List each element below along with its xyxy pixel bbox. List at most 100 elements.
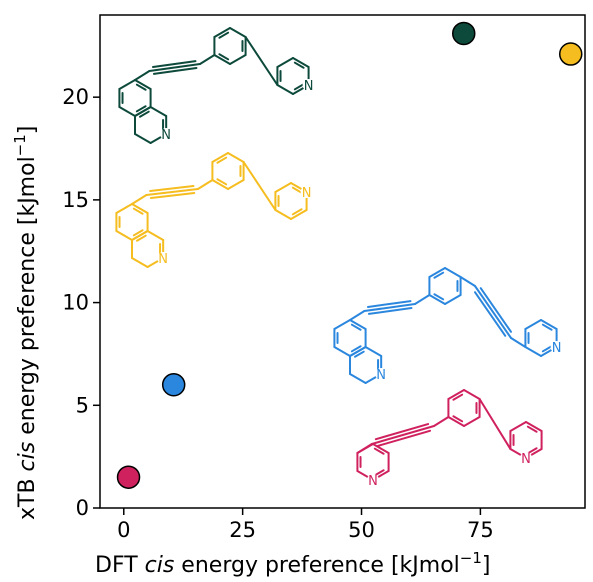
bond xyxy=(333,319,351,330)
bond xyxy=(134,106,152,117)
bond xyxy=(211,152,229,163)
bond xyxy=(463,389,481,400)
bond xyxy=(350,345,362,353)
bond xyxy=(433,416,450,427)
bond xyxy=(229,27,247,38)
bond xyxy=(364,346,383,357)
bond xyxy=(526,425,538,433)
bond xyxy=(349,346,367,357)
bond xyxy=(376,429,432,447)
bond xyxy=(447,416,465,427)
bond xyxy=(199,54,216,65)
y-tick-label: 20 xyxy=(62,85,89,109)
bond xyxy=(349,373,367,384)
bond xyxy=(274,209,292,220)
bond xyxy=(367,307,413,315)
bond xyxy=(132,229,144,237)
bond xyxy=(227,179,245,190)
bond xyxy=(293,61,305,69)
bond xyxy=(479,287,513,333)
bond xyxy=(151,60,197,68)
y-axis-label: xTB cis energy preference [kJmol−1] xyxy=(11,126,40,520)
bond xyxy=(292,57,310,68)
bond xyxy=(149,185,195,193)
bond xyxy=(452,393,464,401)
bond xyxy=(444,267,462,278)
bond xyxy=(276,57,294,68)
bond xyxy=(274,182,292,193)
x-tick-label: 25 xyxy=(229,518,256,542)
x-tick-label: 0 xyxy=(117,518,130,542)
atom-mask xyxy=(375,368,388,380)
bond xyxy=(452,415,464,423)
bond xyxy=(291,208,303,216)
bond xyxy=(524,346,542,357)
bond xyxy=(131,230,149,241)
data-point xyxy=(558,42,583,66)
nitrogen-atom-label: N xyxy=(158,252,168,267)
bond xyxy=(509,421,527,432)
bond xyxy=(242,161,277,211)
nitrogen-atom-label: N xyxy=(161,128,171,143)
bond xyxy=(244,36,279,86)
bond xyxy=(149,191,196,199)
bond xyxy=(525,421,543,432)
molecule-blue: NN xyxy=(333,267,563,384)
bond xyxy=(444,294,462,305)
nitrogen-atom-label: N xyxy=(521,452,531,467)
y-tick-label: 0 xyxy=(76,496,89,520)
bond xyxy=(366,300,412,308)
bond xyxy=(131,257,149,268)
bond xyxy=(134,70,151,81)
bond xyxy=(363,303,417,312)
y-tick-label: 10 xyxy=(62,291,89,315)
y-tick-label: 15 xyxy=(62,188,89,212)
bond xyxy=(463,416,481,427)
atom-mask xyxy=(550,341,563,353)
bond xyxy=(353,350,365,358)
nitrogen-atom-label: N xyxy=(552,341,562,356)
plot-frame xyxy=(99,14,586,509)
atom-mask xyxy=(367,474,379,486)
bond xyxy=(473,291,507,337)
bond xyxy=(213,54,231,65)
bond xyxy=(459,276,476,287)
molecule-green: NN xyxy=(118,27,315,144)
bond xyxy=(428,294,446,305)
bond xyxy=(541,345,553,353)
molecule-yellow: NN xyxy=(115,152,313,268)
bond xyxy=(356,443,373,454)
bond xyxy=(293,83,305,91)
bond xyxy=(218,53,230,61)
bond xyxy=(541,323,553,331)
nitrogen-atom-label: N xyxy=(368,474,378,489)
bond xyxy=(276,84,294,95)
bond xyxy=(433,271,445,279)
bond xyxy=(447,389,465,400)
bond xyxy=(433,293,445,301)
bond xyxy=(145,188,200,196)
bond xyxy=(373,447,385,455)
bond xyxy=(135,234,147,242)
bond xyxy=(290,209,308,220)
bond xyxy=(373,469,385,477)
atom-mask xyxy=(302,79,315,91)
bond xyxy=(218,31,230,39)
bond xyxy=(349,310,366,321)
bond xyxy=(148,63,202,72)
atom-mask xyxy=(300,186,313,198)
nitrogen-atom-label: N xyxy=(304,79,314,94)
bond xyxy=(115,230,133,241)
bond xyxy=(333,346,351,357)
bond xyxy=(372,443,390,454)
data-point xyxy=(161,373,186,397)
bond xyxy=(510,337,527,348)
bond xyxy=(211,179,229,190)
bond xyxy=(132,207,144,215)
bond xyxy=(149,106,168,117)
nitrogen-atom-label: N xyxy=(376,368,386,383)
bond xyxy=(138,110,150,118)
bond xyxy=(213,27,231,38)
atom-mask xyxy=(160,128,173,140)
bond xyxy=(134,133,152,144)
